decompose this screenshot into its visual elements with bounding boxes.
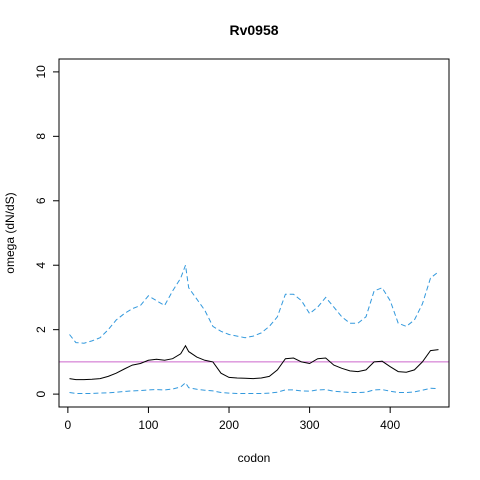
x-tick-label: 100 [138, 418, 158, 432]
y-tick-label: 6 [34, 197, 48, 204]
x-tick-label: 200 [219, 418, 239, 432]
chart-title: Rv0958 [229, 22, 278, 38]
y-tick-label: 2 [34, 326, 48, 333]
y-axis-label: omega (dN/dS) [3, 192, 17, 273]
axes-layer: 0 100 200 300 400 0 2 4 6 8 10 [34, 65, 401, 432]
lower-bound-line [69, 382, 439, 394]
series-layer [59, 265, 449, 394]
y-tick-label: 8 [34, 133, 48, 140]
x-tick-label: 400 [380, 418, 400, 432]
x-axis-label: codon [238, 451, 271, 465]
x-tick-label: 0 [65, 418, 72, 432]
y-tick-label: 10 [34, 65, 48, 79]
x-tick-label: 300 [300, 418, 320, 432]
omega-estimate-line [69, 344, 439, 381]
y-tick-label: 0 [34, 390, 48, 397]
y-tick-label: 4 [34, 262, 48, 269]
upper-bound-line [69, 265, 439, 344]
plot-frame [58, 58, 450, 408]
